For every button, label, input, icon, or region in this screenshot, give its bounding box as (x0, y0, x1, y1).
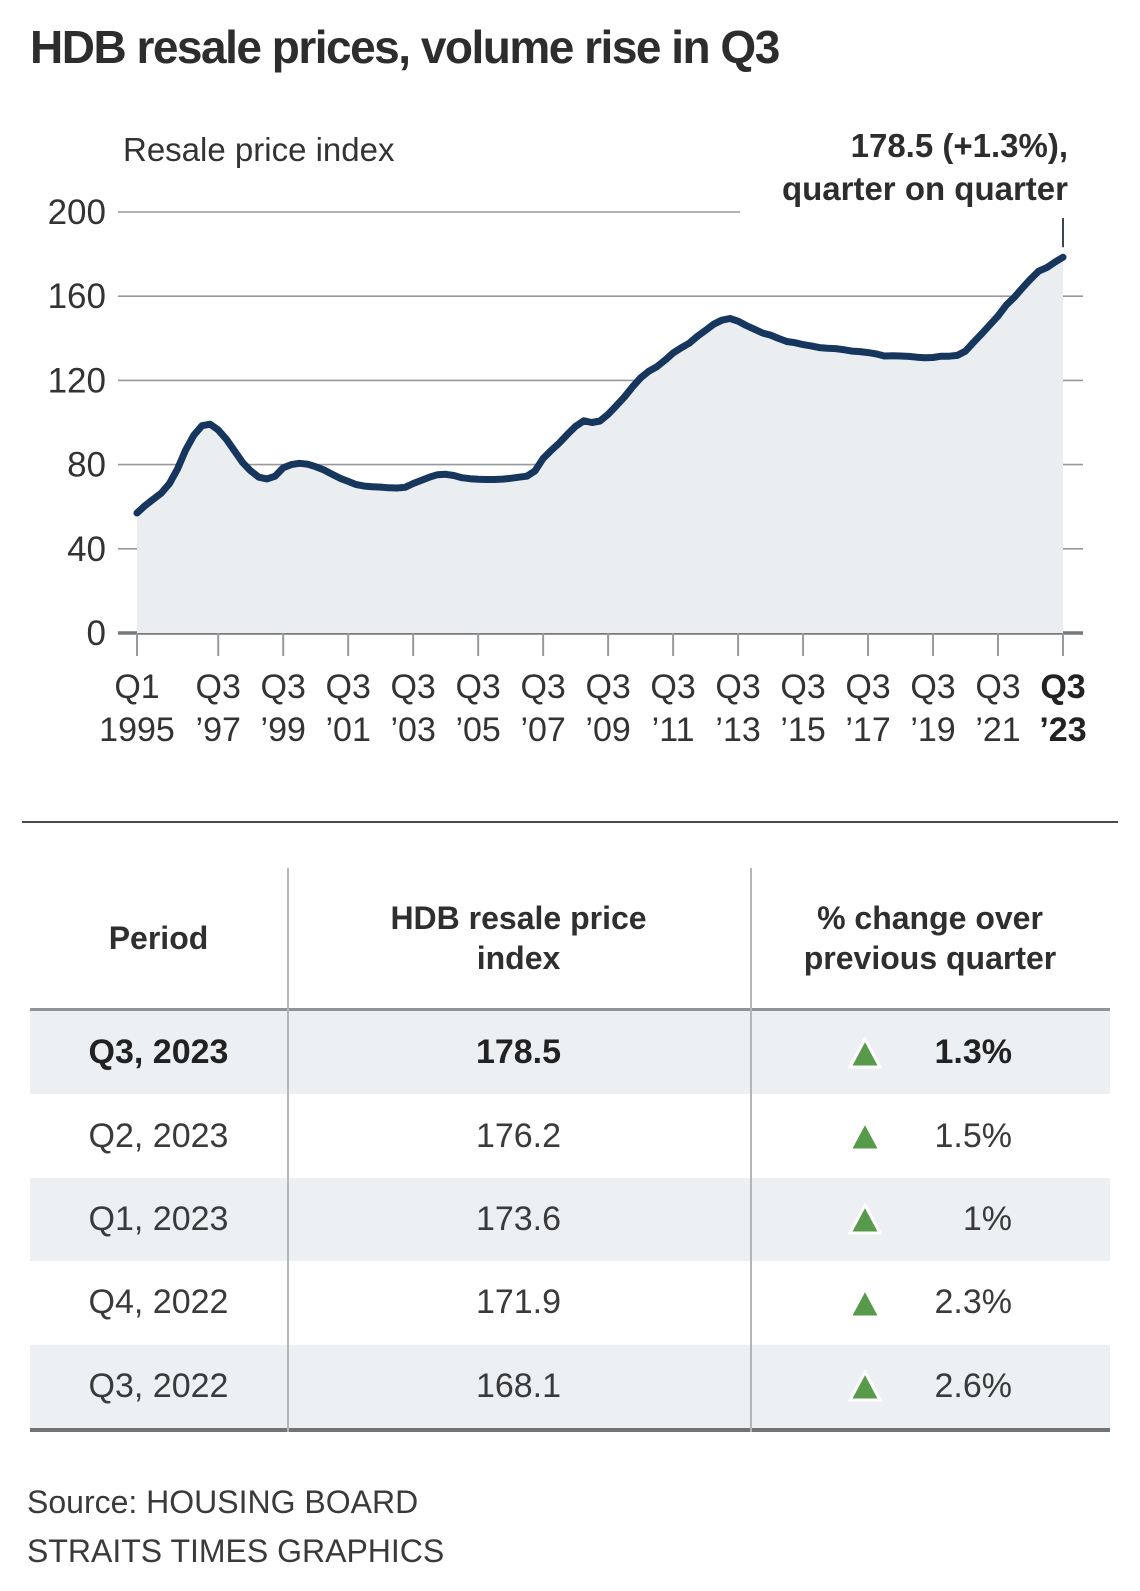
header-period: Period (108, 920, 209, 956)
y-tick-label: 80 (67, 446, 106, 485)
change-cell: 1% (750, 1178, 1110, 1261)
x-tick-label: Q3 (975, 668, 1020, 706)
column-separator (287, 868, 289, 1432)
x-tick-label: Q3 (910, 668, 955, 706)
x-tick-label: ’97 (196, 711, 241, 749)
change-cell: 1.5% (750, 1094, 1110, 1177)
table-header-row: Period HDB resale price index % change o… (30, 868, 1110, 1008)
change-value: 1.5% (934, 1116, 1013, 1155)
area-fill (137, 257, 1063, 633)
x-tick-label: ’03 (390, 711, 435, 749)
up-triangle-icon (848, 1286, 882, 1319)
column-separator (750, 868, 752, 1432)
resale-price-index-chart: 0 40 80 120 160 200 Q1 1995 Q3 ’97 Q3 ’99 Q3 ’01 Q3 ’03… (48, 193, 1087, 749)
credit-line: STRAITS TIMES GRAPHICS (27, 1533, 445, 1569)
change-cell: 2.3% (750, 1261, 1110, 1344)
period-cell: Q3, 2023 (88, 1033, 229, 1072)
change-value: 2.6% (934, 1366, 1013, 1405)
x-tick-label: Q3 (585, 668, 630, 706)
latest-value-annotation: 178.5 (+1.3%), quarter on quarter (782, 124, 1068, 210)
change-value: 2.3% (934, 1283, 1013, 1322)
x-tick-label: Q1 (114, 668, 159, 706)
table-row: Q3, 2022 168.1 2.6% (30, 1344, 1110, 1428)
chart-axis-title: Resale price index (123, 131, 395, 168)
index-cell: 171.9 (475, 1283, 562, 1322)
index-cell: 176.2 (475, 1116, 562, 1155)
index-cell: 168.1 (475, 1366, 562, 1405)
price-line (133, 253, 1067, 517)
change-cell: 2.6% (750, 1345, 1110, 1428)
x-tick-label: Q3 (390, 668, 435, 706)
x-tick-label: Q3 (196, 668, 241, 706)
table-row: Q4, 2022 171.9 2.3% (30, 1261, 1110, 1344)
up-triangle-icon (848, 1120, 882, 1152)
x-tick-label: Q3 (326, 668, 371, 706)
x-tick-label: ’11 (652, 711, 695, 749)
x-tick-label: ’21 (975, 711, 1020, 749)
index-cell: 173.6 (475, 1199, 562, 1238)
change-value: 1% (962, 1199, 1012, 1238)
x-tick-label: ’19 (910, 711, 955, 749)
x-tick-label: Q3 (845, 668, 890, 706)
table-row: Q3, 2023 178.5 1.3% (30, 1011, 1110, 1095)
y-tick-label: 200 (48, 193, 106, 232)
x-tick-label: 1995 (99, 711, 175, 749)
change-cell: 1.3% (750, 1011, 1110, 1094)
y-tick-label: 120 (48, 361, 106, 400)
x-tick-label: ’17 (845, 711, 890, 749)
x-tick-label: Q3 (780, 668, 825, 706)
up-triangle-icon (848, 1036, 882, 1069)
index-cell: 178.5 (475, 1033, 562, 1072)
annotation-line2: quarter on quarter (781, 170, 1068, 207)
x-tick-label: Q3 (650, 668, 695, 706)
source-credit: Source: HOUSING BOARD STRAITS TIMES GRAP… (27, 1478, 444, 1576)
period-cell: Q3, 2022 (88, 1366, 229, 1405)
x-tick-label: ’23 (1039, 711, 1086, 749)
x-tick-label: Q3 (455, 668, 500, 706)
annotation-line1: 178.5 (+1.3%), (850, 127, 1068, 164)
section-divider (22, 821, 1118, 823)
x-tick-label: Q3 (715, 668, 760, 706)
period-cell: Q1, 2023 (88, 1199, 229, 1238)
x-tick-label: Q3 (1040, 668, 1085, 706)
source-line: Source: HOUSING BOARD (27, 1484, 419, 1520)
up-triangle-icon (848, 1370, 882, 1402)
x-tick-label: ’99 (261, 711, 306, 749)
y-tick-label: 160 (48, 277, 106, 316)
x-tick-label: ’09 (585, 711, 630, 749)
page-title: HDB resale prices, volume rise in Q3 (30, 21, 780, 73)
y-tick-label: 0 (87, 614, 106, 653)
x-tick-label: ’15 (780, 711, 825, 749)
x-tick-label: ’05 (455, 711, 500, 749)
table-row: Q1, 2023 173.6 1% (30, 1177, 1110, 1262)
y-tick-label: 40 (67, 530, 106, 569)
table-row: Q2, 2023 176.2 1.5% (30, 1094, 1110, 1177)
x-tick-label: ’07 (520, 711, 565, 749)
period-cell: Q4, 2022 (88, 1283, 229, 1322)
x-tick-label: ’01 (326, 711, 371, 749)
x-tick-label: Q3 (520, 668, 565, 706)
x-tick-label: ’13 (715, 711, 760, 749)
up-triangle-icon (848, 1203, 882, 1235)
header-change: % change over previous quarter (803, 900, 1057, 976)
change-value: 1.3% (934, 1033, 1013, 1072)
price-index-table: Period HDB resale price index % change o… (30, 868, 1110, 1432)
table-body: Q3, 2023 178.5 1.3% Q2, 2023 176.2 1.5% … (30, 1008, 1110, 1432)
x-tick-label: Q3 (261, 668, 306, 706)
period-cell: Q2, 2023 (88, 1116, 229, 1155)
header-index: HDB resale price index (390, 900, 647, 976)
